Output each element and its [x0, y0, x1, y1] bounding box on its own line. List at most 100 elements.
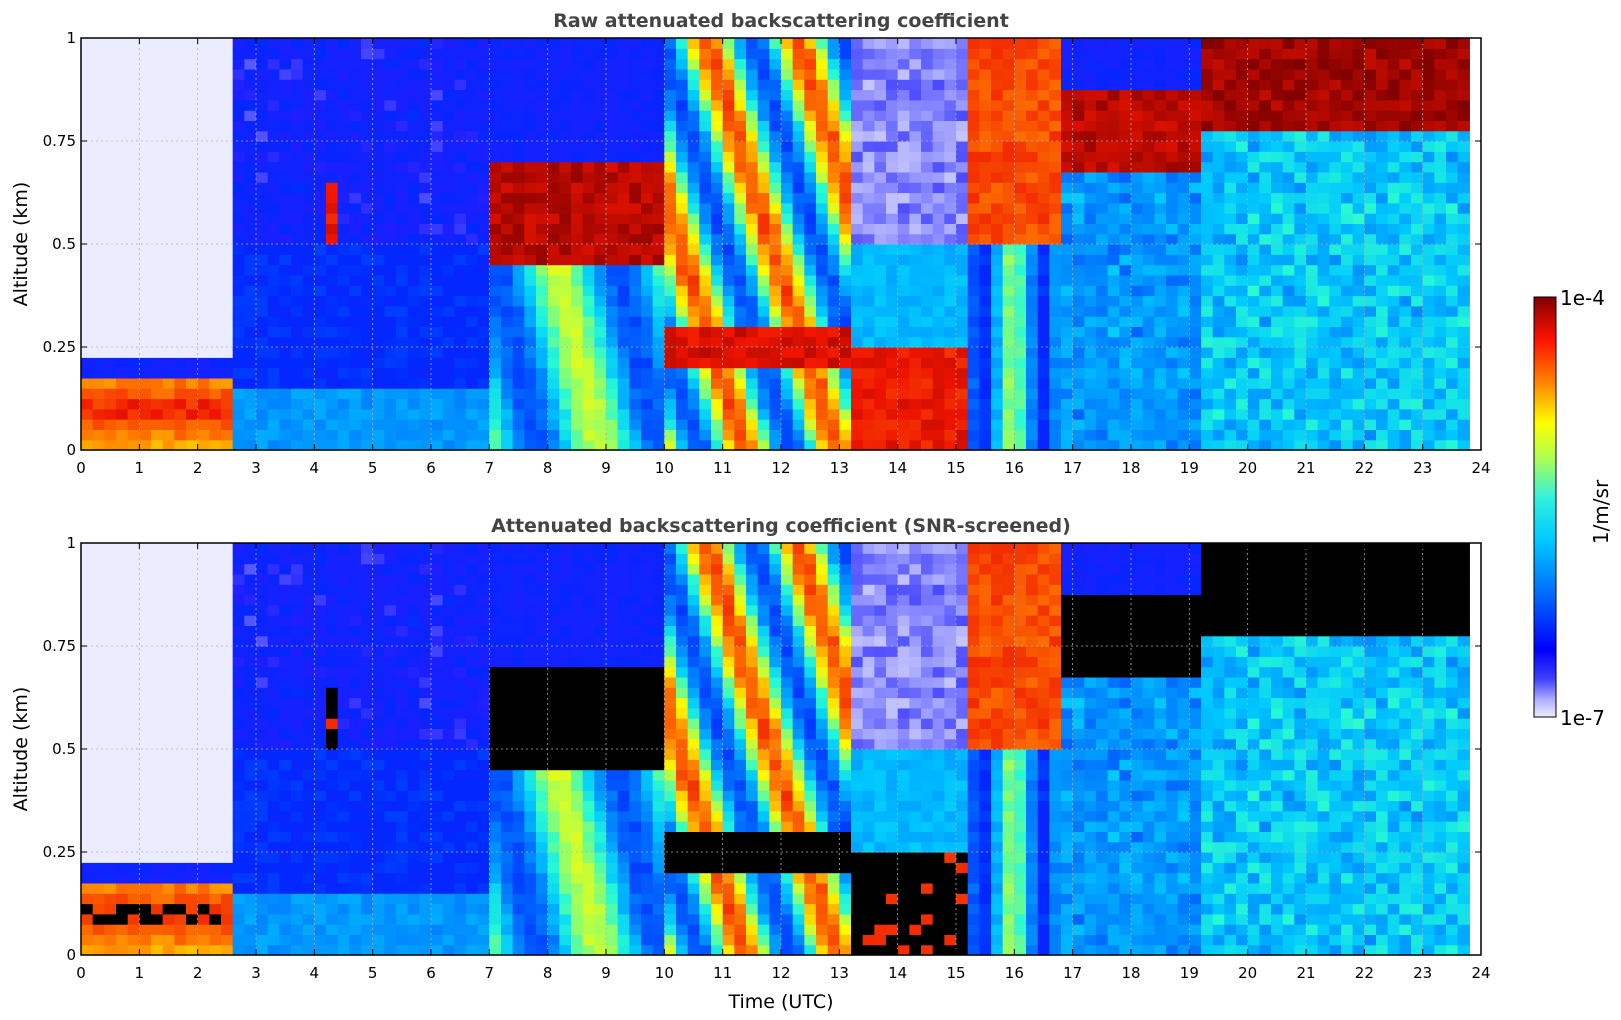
heatmap-cell	[1072, 38, 1085, 49]
heatmap-cell	[769, 429, 782, 441]
heatmap-cell	[1352, 233, 1365, 245]
heatmap-cell	[291, 398, 304, 410]
heatmap-cell	[886, 254, 899, 266]
heatmap-cell	[909, 316, 922, 327]
heatmap-cell	[127, 295, 140, 307]
heatmap-cell	[139, 357, 152, 369]
heatmap-cell	[396, 233, 409, 245]
heatmap-cell	[1201, 429, 1214, 441]
heatmap-cell	[1422, 233, 1435, 245]
heatmap-cell	[757, 357, 770, 369]
heatmap-cell	[1446, 367, 1459, 379]
heatmap-cell	[1131, 68, 1144, 80]
heatmap-cell	[956, 377, 969, 389]
heatmap-cell	[442, 233, 455, 245]
heatmap-cell	[769, 377, 782, 389]
heatmap-cell	[1049, 161, 1062, 173]
heatmap-cell	[699, 120, 712, 132]
heatmap-cell	[1061, 171, 1074, 183]
heatmap-cell	[1084, 182, 1097, 194]
heatmap-cell	[886, 99, 899, 111]
heatmap-cell	[559, 388, 572, 400]
heatmap-cell	[816, 316, 829, 327]
heatmap-cell	[1457, 398, 1470, 410]
heatmap-cell	[979, 58, 992, 70]
heatmap-cell	[781, 347, 794, 358]
heatmap-cell	[291, 336, 304, 348]
heatmap-cell	[477, 295, 490, 307]
heatmap-cell	[92, 192, 105, 204]
heatmap-cell	[979, 79, 992, 91]
heatmap-cell	[244, 79, 257, 91]
heatmap-cell	[757, 254, 770, 266]
heatmap-cell	[1247, 367, 1260, 379]
heatmap-cell	[1434, 274, 1447, 286]
heatmap-cell	[536, 285, 549, 297]
heatmap-cell	[944, 120, 957, 132]
heatmap-cell	[1352, 48, 1365, 60]
heatmap-cell	[1026, 223, 1039, 235]
heatmap-cell	[407, 141, 420, 152]
heatmap-cell	[862, 439, 875, 451]
heatmap-cell	[127, 336, 140, 348]
heatmap-cell	[1072, 398, 1085, 410]
heatmap-cell	[559, 439, 572, 451]
heatmap-cell	[361, 79, 374, 91]
heatmap-cell	[1329, 388, 1342, 400]
heatmap-cell	[746, 398, 759, 410]
heatmap-cell	[1224, 161, 1237, 173]
heatmap-cell	[757, 120, 770, 132]
heatmap-cell	[477, 223, 490, 235]
heatmap-cell	[687, 274, 700, 286]
heatmap-cell	[1376, 202, 1389, 214]
heatmap-cell	[291, 408, 304, 420]
heatmap-cell	[291, 48, 304, 60]
heatmap-cell	[1166, 58, 1179, 70]
heatmap-cell	[1376, 171, 1389, 183]
heatmap-cell	[279, 419, 292, 430]
heatmap-cell	[699, 58, 712, 70]
heatmap-cell	[932, 336, 945, 348]
heatmap-cell	[734, 79, 747, 91]
heatmap-cell	[991, 223, 1004, 235]
heatmap-cell	[197, 151, 210, 163]
heatmap-cell	[1294, 110, 1307, 121]
heatmap-cell	[781, 79, 794, 91]
heatmap-cell	[839, 171, 852, 183]
heatmap-cell	[1154, 233, 1167, 245]
heatmap-cell	[827, 99, 840, 111]
heatmap-cell	[151, 202, 164, 214]
heatmap-cell	[1224, 285, 1237, 297]
heatmap-cell	[816, 439, 829, 451]
heatmap-cell	[232, 99, 245, 111]
heatmap-cell	[501, 377, 514, 389]
heatmap-cell	[1317, 244, 1330, 255]
heatmap-cell	[1376, 110, 1389, 121]
heatmap-cell	[384, 254, 397, 266]
heatmap-cell	[244, 305, 257, 317]
heatmap-cell	[267, 110, 280, 121]
heatmap-cell	[151, 408, 164, 420]
heatmap-cell	[92, 594, 105, 606]
heatmap-cell	[862, 274, 875, 286]
heatmap-cell	[396, 79, 409, 91]
heatmap-cell	[326, 223, 339, 235]
heatmap-cell	[652, 213, 665, 224]
heatmap-cell	[851, 295, 864, 307]
heatmap-cell	[256, 388, 269, 400]
heatmap-cell	[104, 439, 117, 451]
heatmap-cell	[162, 68, 175, 80]
heatmap-cell	[1166, 347, 1179, 358]
heatmap-cell	[232, 182, 245, 194]
heatmap-cell	[886, 439, 899, 451]
heatmap-cell	[1434, 89, 1447, 101]
heatmap-cell	[617, 419, 630, 430]
heatmap-cell	[804, 347, 817, 358]
heatmap-cell	[1271, 347, 1284, 358]
heatmap-cell	[909, 192, 922, 204]
heatmap-cell	[1282, 398, 1295, 410]
heatmap-cell	[372, 202, 385, 214]
heatmap-cell	[442, 171, 455, 183]
heatmap-cell	[734, 439, 747, 451]
heatmap-cell	[1329, 377, 1342, 389]
